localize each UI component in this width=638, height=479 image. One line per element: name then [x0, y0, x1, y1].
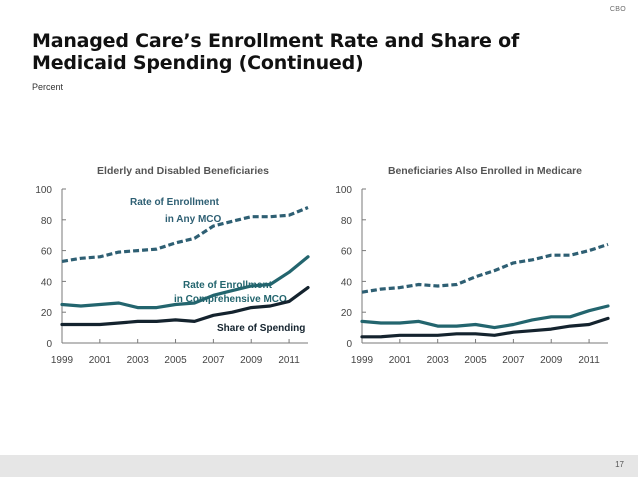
x-tick-label: 2003: [427, 355, 450, 366]
series-line-share-of-spending: [360, 316, 610, 339]
x-tick-label: 1999: [351, 355, 374, 366]
x-tick-label: 2009: [240, 355, 263, 366]
series-line-rate-of-enrollment-in-comprehensive-mco: [60, 255, 310, 310]
x-tick-label: 1999: [51, 355, 74, 366]
x-tick-label: 2011: [578, 355, 600, 366]
series-label: Rate of Enrollment: [130, 197, 220, 208]
y-tick-label: 60: [341, 247, 353, 258]
footer-bar: 17: [0, 455, 638, 477]
y-tick-label: 40: [341, 277, 353, 288]
chart-panel-2: Beneficiaries Also Enrolled in Medicare 0…: [335, 165, 610, 366]
unit-label: Percent: [32, 82, 64, 92]
x-tick-label: 2005: [164, 355, 187, 366]
y-tick-label: 100: [335, 185, 352, 196]
series-label: in Comprehensive MCO: [174, 294, 287, 305]
series-line-rate-of-enrollment-in-any-mco: [61, 206, 309, 263]
series-label: Share of Spending: [217, 323, 305, 334]
x-tick-label: 2007: [502, 355, 525, 366]
charts-canvas: Elderly and Disabled Beneficiaries 0 20 40 6…: [35, 165, 610, 366]
series-line-share-of-spending: [60, 286, 310, 327]
y-tick-label: 60: [41, 247, 53, 258]
chart-title: Elderly and Disabled Beneficiaries: [97, 165, 269, 177]
y-tick-label: 80: [41, 216, 53, 227]
y-tick-label: 40: [41, 277, 53, 288]
slide-title: Managed Care’s Enrollment Rate and Share…: [32, 30, 520, 74]
x-tick-label: 2007: [202, 355, 225, 366]
x-tick-label: 2005: [464, 355, 487, 366]
y-tick-label: 100: [35, 185, 52, 196]
y-tick-label: 20: [41, 308, 53, 319]
chart-title: Beneficiaries Also Enrolled in Medicare: [388, 165, 582, 177]
x-tick-label: 2011: [278, 355, 300, 366]
series-label: Rate of Enrollment: [183, 280, 273, 291]
x-tick-label: 2001: [89, 355, 112, 366]
y-tick-label: 0: [46, 339, 52, 350]
x-tick-label: 2009: [540, 355, 563, 366]
y-tick-label: 80: [341, 216, 353, 227]
series-line-rate-of-enrollment-in-any-mco: [361, 242, 609, 294]
chart-panel-1: Elderly and Disabled Beneficiaries 0 20 40 6…: [35, 165, 310, 366]
organization-label: CBO: [609, 6, 626, 13]
page-number: 17: [615, 460, 624, 469]
series-label: in Any MCO: [165, 214, 222, 225]
y-tick-label: 0: [346, 339, 352, 350]
x-tick-label: 2003: [127, 355, 150, 366]
x-tick-label: 2001: [389, 355, 412, 366]
y-tick-label: 20: [341, 308, 353, 319]
series-line-rate-of-enrollment-in-comprehensive-mco: [360, 304, 610, 330]
